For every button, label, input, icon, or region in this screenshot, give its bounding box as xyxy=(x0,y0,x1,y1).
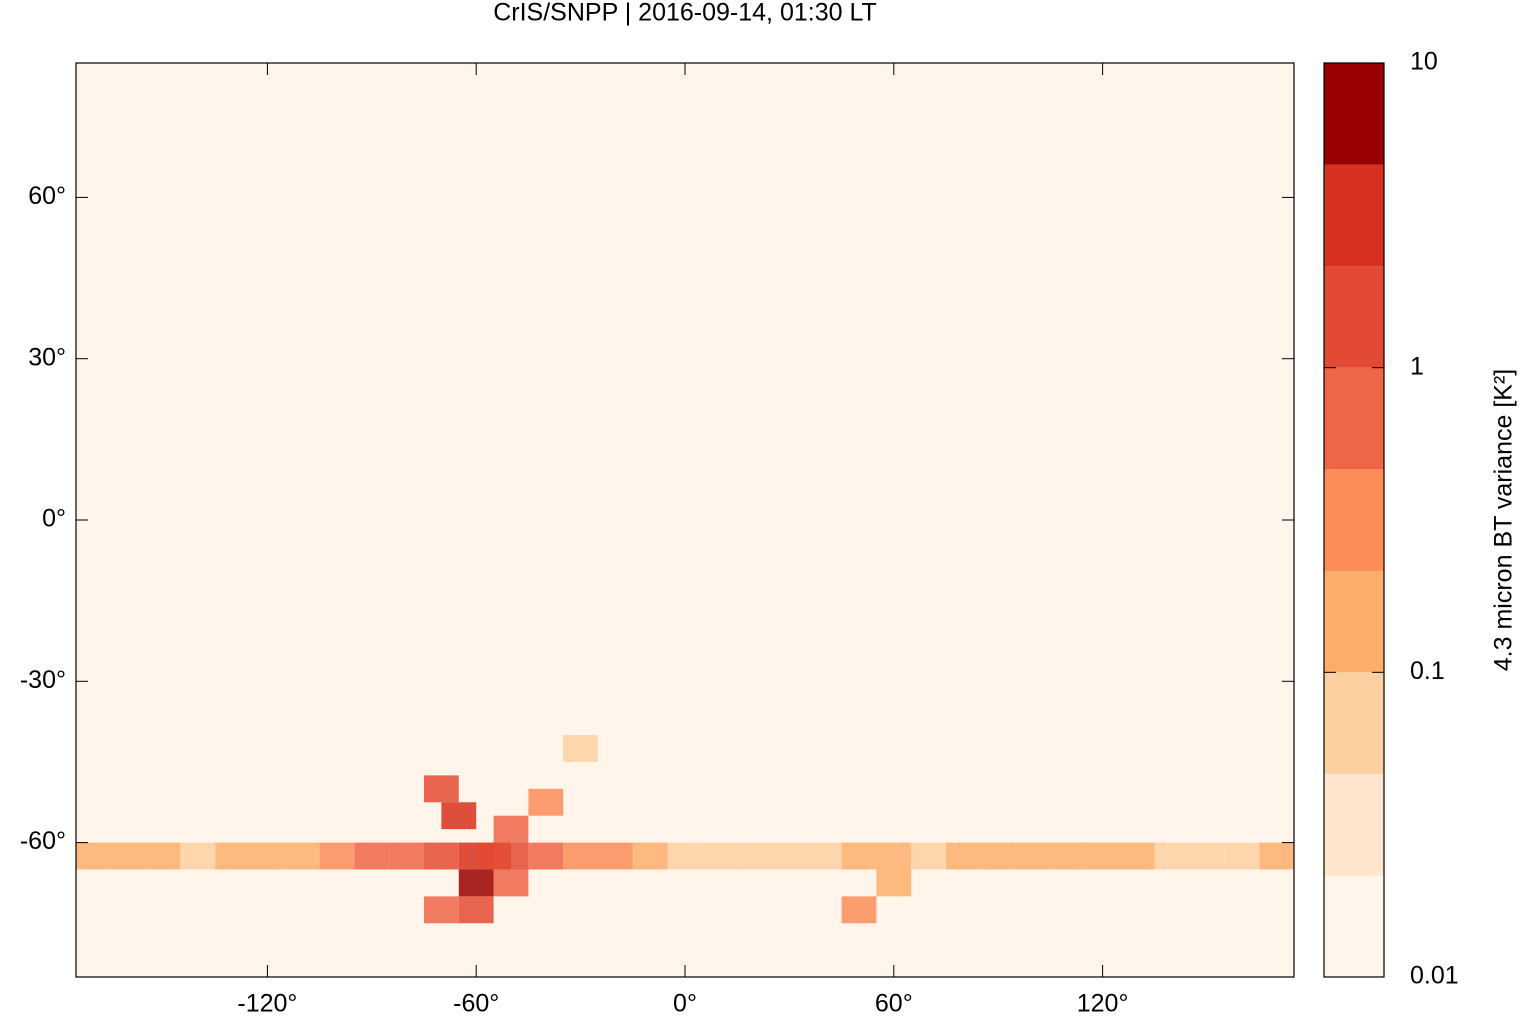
heat-cell xyxy=(772,842,807,870)
heat-cell xyxy=(110,842,146,870)
heat-cell xyxy=(319,842,355,870)
x-tick-label: -60° xyxy=(453,990,499,1018)
heat-cell xyxy=(1015,842,1051,870)
y-tick-label: 0° xyxy=(42,505,66,533)
heat-cell xyxy=(424,842,459,870)
colorbar-tick-label: 0.1 xyxy=(1410,657,1445,685)
colorbar-band xyxy=(1324,571,1384,673)
heat-cell xyxy=(980,842,1016,870)
heat-cell xyxy=(441,802,477,830)
colorbar-band xyxy=(1324,367,1384,470)
y-tick-label: 30° xyxy=(28,343,66,371)
heat-cell xyxy=(458,869,494,897)
x-tick-label: -120° xyxy=(237,990,297,1018)
heat-cell xyxy=(911,842,946,870)
colorbar-tick-label: 10 xyxy=(1410,48,1438,76)
x-tick-label: 120° xyxy=(1077,990,1129,1018)
y-tick-label: -30° xyxy=(20,666,66,694)
heat-cell xyxy=(737,842,772,870)
y-tick-label: -60° xyxy=(20,827,66,855)
x-tick-label: 0° xyxy=(673,990,697,1018)
heat-cell xyxy=(180,842,216,870)
colorbar-band xyxy=(1324,164,1384,267)
colorbar-band xyxy=(1324,63,1384,165)
colorbar-band xyxy=(1324,875,1384,977)
heat-cell xyxy=(841,896,877,924)
heat-cell xyxy=(632,842,668,870)
heat-cell xyxy=(1154,842,1190,870)
colorbar-frame xyxy=(1323,62,1385,978)
colorbar-band xyxy=(1324,773,1384,876)
heat-cell xyxy=(424,896,459,924)
heat-cell xyxy=(389,842,424,870)
heat-cell xyxy=(702,842,738,870)
heat-cell xyxy=(598,842,633,870)
heat-cell xyxy=(215,842,250,870)
heat-cell xyxy=(563,842,598,870)
heat-cell xyxy=(476,842,511,870)
heat-cell xyxy=(806,842,842,870)
heat-cell xyxy=(667,842,703,870)
heat-cell xyxy=(946,842,981,870)
heat-cell xyxy=(1224,842,1260,870)
map-background xyxy=(76,63,1294,977)
heat-cell xyxy=(563,735,598,762)
heat-cell xyxy=(1085,842,1120,870)
x-tick-label: 60° xyxy=(875,990,913,1018)
heat-cell xyxy=(493,869,529,897)
heat-cell xyxy=(1259,842,1294,870)
heat-cell xyxy=(250,842,285,870)
heat-cell xyxy=(424,775,459,803)
heat-cell xyxy=(1189,842,1225,870)
chart-title: CrIS/SNPP | 2016-09-14, 01:30 LT xyxy=(493,0,877,27)
heat-cell xyxy=(284,842,320,870)
heat-cell xyxy=(876,869,912,897)
cells xyxy=(76,735,1294,924)
colorbar-tick-label: 1 xyxy=(1410,352,1424,380)
colorbar-tick-label: 0.01 xyxy=(1410,962,1459,990)
heat-cell xyxy=(876,842,912,870)
heat-cell xyxy=(493,815,529,843)
heat-cell xyxy=(841,842,877,870)
heat-cell xyxy=(528,842,564,870)
heat-cell xyxy=(354,842,390,870)
heat-cell xyxy=(1120,842,1155,870)
heat-cell xyxy=(145,842,181,870)
heat-cell xyxy=(528,788,564,816)
heat-cell xyxy=(458,896,494,924)
heat-cell xyxy=(76,842,111,870)
colorbar-band xyxy=(1324,266,1384,368)
colorbar-band xyxy=(1324,672,1384,774)
colorbar-band xyxy=(1324,469,1384,572)
heat-cell xyxy=(1050,842,1086,870)
colorbar-label: 4.3 micron BT variance [K²] xyxy=(1490,369,1518,671)
y-tick-label: 60° xyxy=(28,182,66,210)
